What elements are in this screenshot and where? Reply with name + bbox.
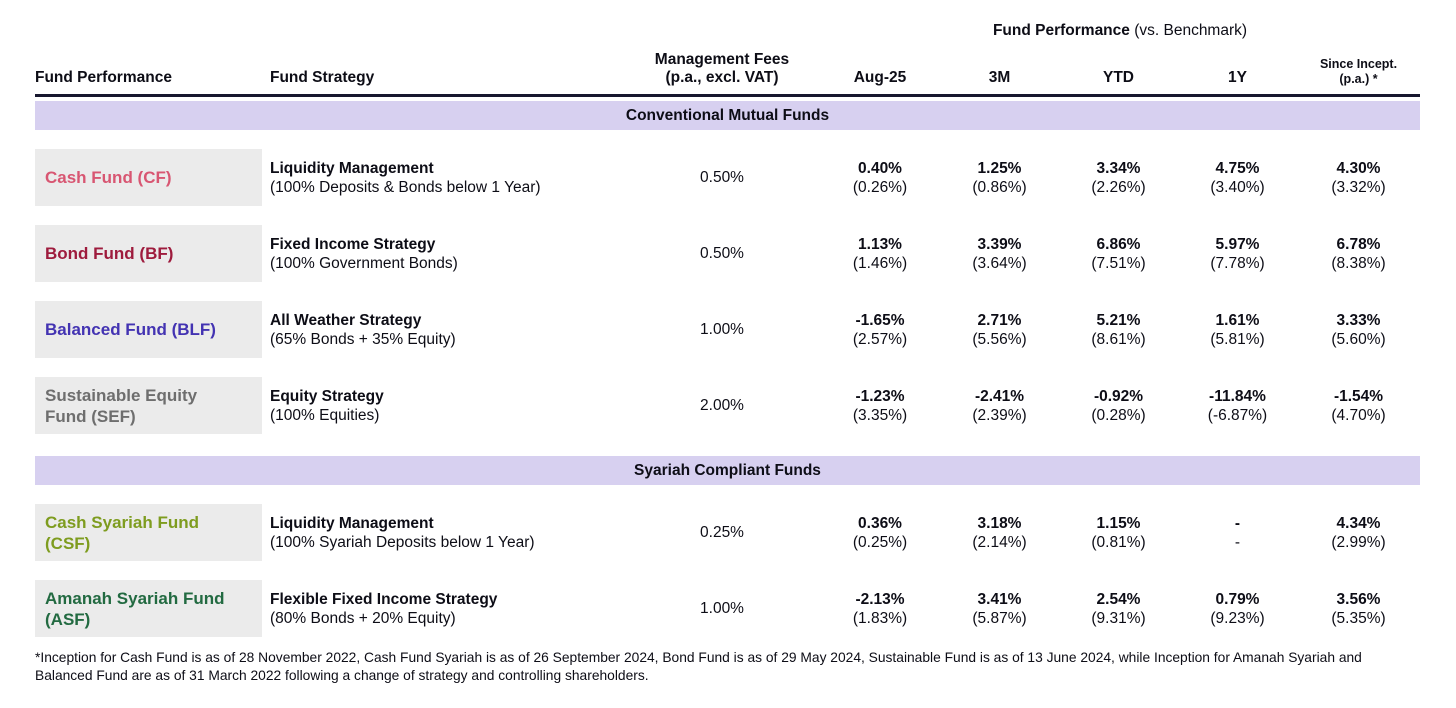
column-header-fund-performance: Fund Performance [35,69,172,86]
column-header-ytd: YTD [1103,69,1134,86]
strategy-cell: Fixed Income Strategy (100% Government B… [262,225,624,282]
perf-cell-aug25: 0.36% (0.25%) [852,514,908,551]
perf-cell-aug25: 1.13% (1.46%) [852,235,908,272]
section-banner-syariah: Syariah Compliant Funds [35,456,1420,485]
management-fee-cell: 2.00% [700,396,744,414]
perf-cell-3m: 3.41% (5.87%) [972,590,1027,627]
perf-cell-since-inception: 3.33% (5.60%) [1331,311,1386,348]
fund-name-cell: Cash Fund (CF) [35,149,262,206]
strategy-detail: (80% Bonds + 20% Equity) [270,609,456,627]
strategy-detail: (65% Bonds + 35% Equity) [270,330,456,348]
fund-row-sustainable-equity-fund: Sustainable Equity Fund (SEF) Equity Str… [35,377,1420,434]
perf-cell-ytd: 2.54% (9.31%) [1091,590,1146,627]
perf-cell-1y: - - [1234,514,1241,551]
fund-name-cell: Sustainable Equity Fund (SEF) [35,377,262,434]
strategy-detail: (100% Government Bonds) [270,254,458,272]
fund-name-cell: Cash Syariah Fund (CSF) [35,504,262,561]
strategy-title: Flexible Fixed Income Strategy [270,590,498,608]
perf-cell-3m: 1.25% (0.86%) [972,159,1027,196]
perf-cell-since-inception: 4.30% (3.32%) [1331,159,1386,196]
fund-row-cash-fund: Cash Fund (CF) Liquidity Management (100… [35,149,1420,206]
perf-cell-ytd: 1.15% (0.81%) [1091,514,1146,551]
fund-row-bond-fund: Bond Fund (BF) Fixed Income Strategy (10… [35,225,1420,282]
column-header-fund-strategy: Fund Strategy [270,69,375,86]
management-fee-cell: 0.50% [700,168,744,186]
perf-cell-since-inception: 4.34% (2.99%) [1331,514,1386,551]
strategy-title: Fixed Income Strategy [270,235,436,253]
strategy-title: All Weather Strategy [270,311,422,329]
strategy-cell: Liquidity Management (100% Deposits & Bo… [262,149,624,206]
strategy-detail: (100% Syariah Deposits below 1 Year) [270,533,535,551]
perf-cell-since-inception: 6.78% (8.38%) [1331,235,1386,272]
fund-row-amanah-syariah-fund: Amanah Syariah Fund (ASF) Flexible Fixed… [35,580,1420,637]
column-header-since-inception: Since Incept. (p.a.) * [1319,57,1398,86]
perf-cell-ytd: 3.34% (2.26%) [1091,159,1146,196]
perf-cell-aug25: 0.40% (0.26%) [852,159,908,196]
strategy-cell: All Weather Strategy (65% Bonds + 35% Eq… [262,301,624,358]
group-header-fund-performance: Fund Performance (vs. Benchmark) [820,14,1420,40]
perf-cell-1y: 5.97% (7.78%) [1210,235,1265,272]
strategy-title: Liquidity Management [270,514,434,532]
perf-cell-since-inception: 3.56% (5.35%) [1331,590,1386,627]
management-fee-cell: 1.00% [700,599,744,617]
perf-cell-1y: 4.75% (3.40%) [1210,159,1265,196]
strategy-cell: Equity Strategy (100% Equities) [262,377,624,434]
fund-name-cell: Amanah Syariah Fund (ASF) [35,580,262,637]
column-header-management-fees: Management Fees (p.a., excl. VAT) [654,51,790,86]
management-fee-cell: 0.50% [700,244,744,262]
perf-cell-3m: 3.18% (2.14%) [972,514,1027,551]
perf-cell-1y: -11.84% (-6.87%) [1207,387,1268,424]
column-header-3m: 3M [988,69,1011,86]
strategy-title: Equity Strategy [270,387,384,405]
strategy-cell: Flexible Fixed Income Strategy (80% Bond… [262,580,624,637]
perf-cell-3m: 2.71% (5.56%) [972,311,1027,348]
perf-cell-aug25: -1.23% (3.35%) [852,387,908,424]
perf-cell-3m: 3.39% (3.64%) [972,235,1027,272]
perf-cell-aug25: -1.65% (2.57%) [852,311,908,348]
fund-row-balanced-fund: Balanced Fund (BLF) All Weather Strategy… [35,301,1420,358]
perf-cell-aug25: -2.13% (1.83%) [852,590,908,627]
perf-cell-1y: 0.79% (9.23%) [1210,590,1265,627]
fund-name-cell: Balanced Fund (BLF) [35,301,262,358]
perf-cell-ytd: -0.92% (0.28%) [1091,387,1146,424]
column-header-aug25: Aug-25 [853,69,907,86]
column-header-1y: 1Y [1228,69,1247,86]
perf-cell-3m: -2.41% (2.39%) [972,387,1027,424]
fund-name-cell: Bond Fund (BF) [35,225,262,282]
strategy-cell: Liquidity Management (100% Syariah Depos… [262,504,624,561]
strategy-detail: (100% Equities) [270,406,380,424]
group-header-bold: Fund Performance [992,22,1130,39]
fund-row-cash-syariah-fund: Cash Syariah Fund (CSF) Liquidity Manage… [35,504,1420,561]
section-banner-conventional: Conventional Mutual Funds [35,101,1420,130]
strategy-detail: (100% Deposits & Bonds below 1 Year) [270,178,541,196]
table-header: Fund Performance (vs. Benchmark) Fund Pe… [35,0,1420,97]
management-fee-cell: 1.00% [700,320,744,338]
management-fee-cell: 0.25% [700,523,744,541]
perf-cell-ytd: 6.86% (7.51%) [1091,235,1146,272]
group-header-rest: (vs. Benchmark) [1129,22,1248,39]
perf-cell-1y: 1.61% (5.81%) [1210,311,1265,348]
perf-cell-ytd: 5.21% (8.61%) [1091,311,1146,348]
perf-cell-since-inception: -1.54% (4.70%) [1331,387,1386,424]
strategy-title: Liquidity Management [270,159,434,177]
inception-footnote: *Inception for Cash Fund is as of 28 Nov… [35,650,1362,683]
